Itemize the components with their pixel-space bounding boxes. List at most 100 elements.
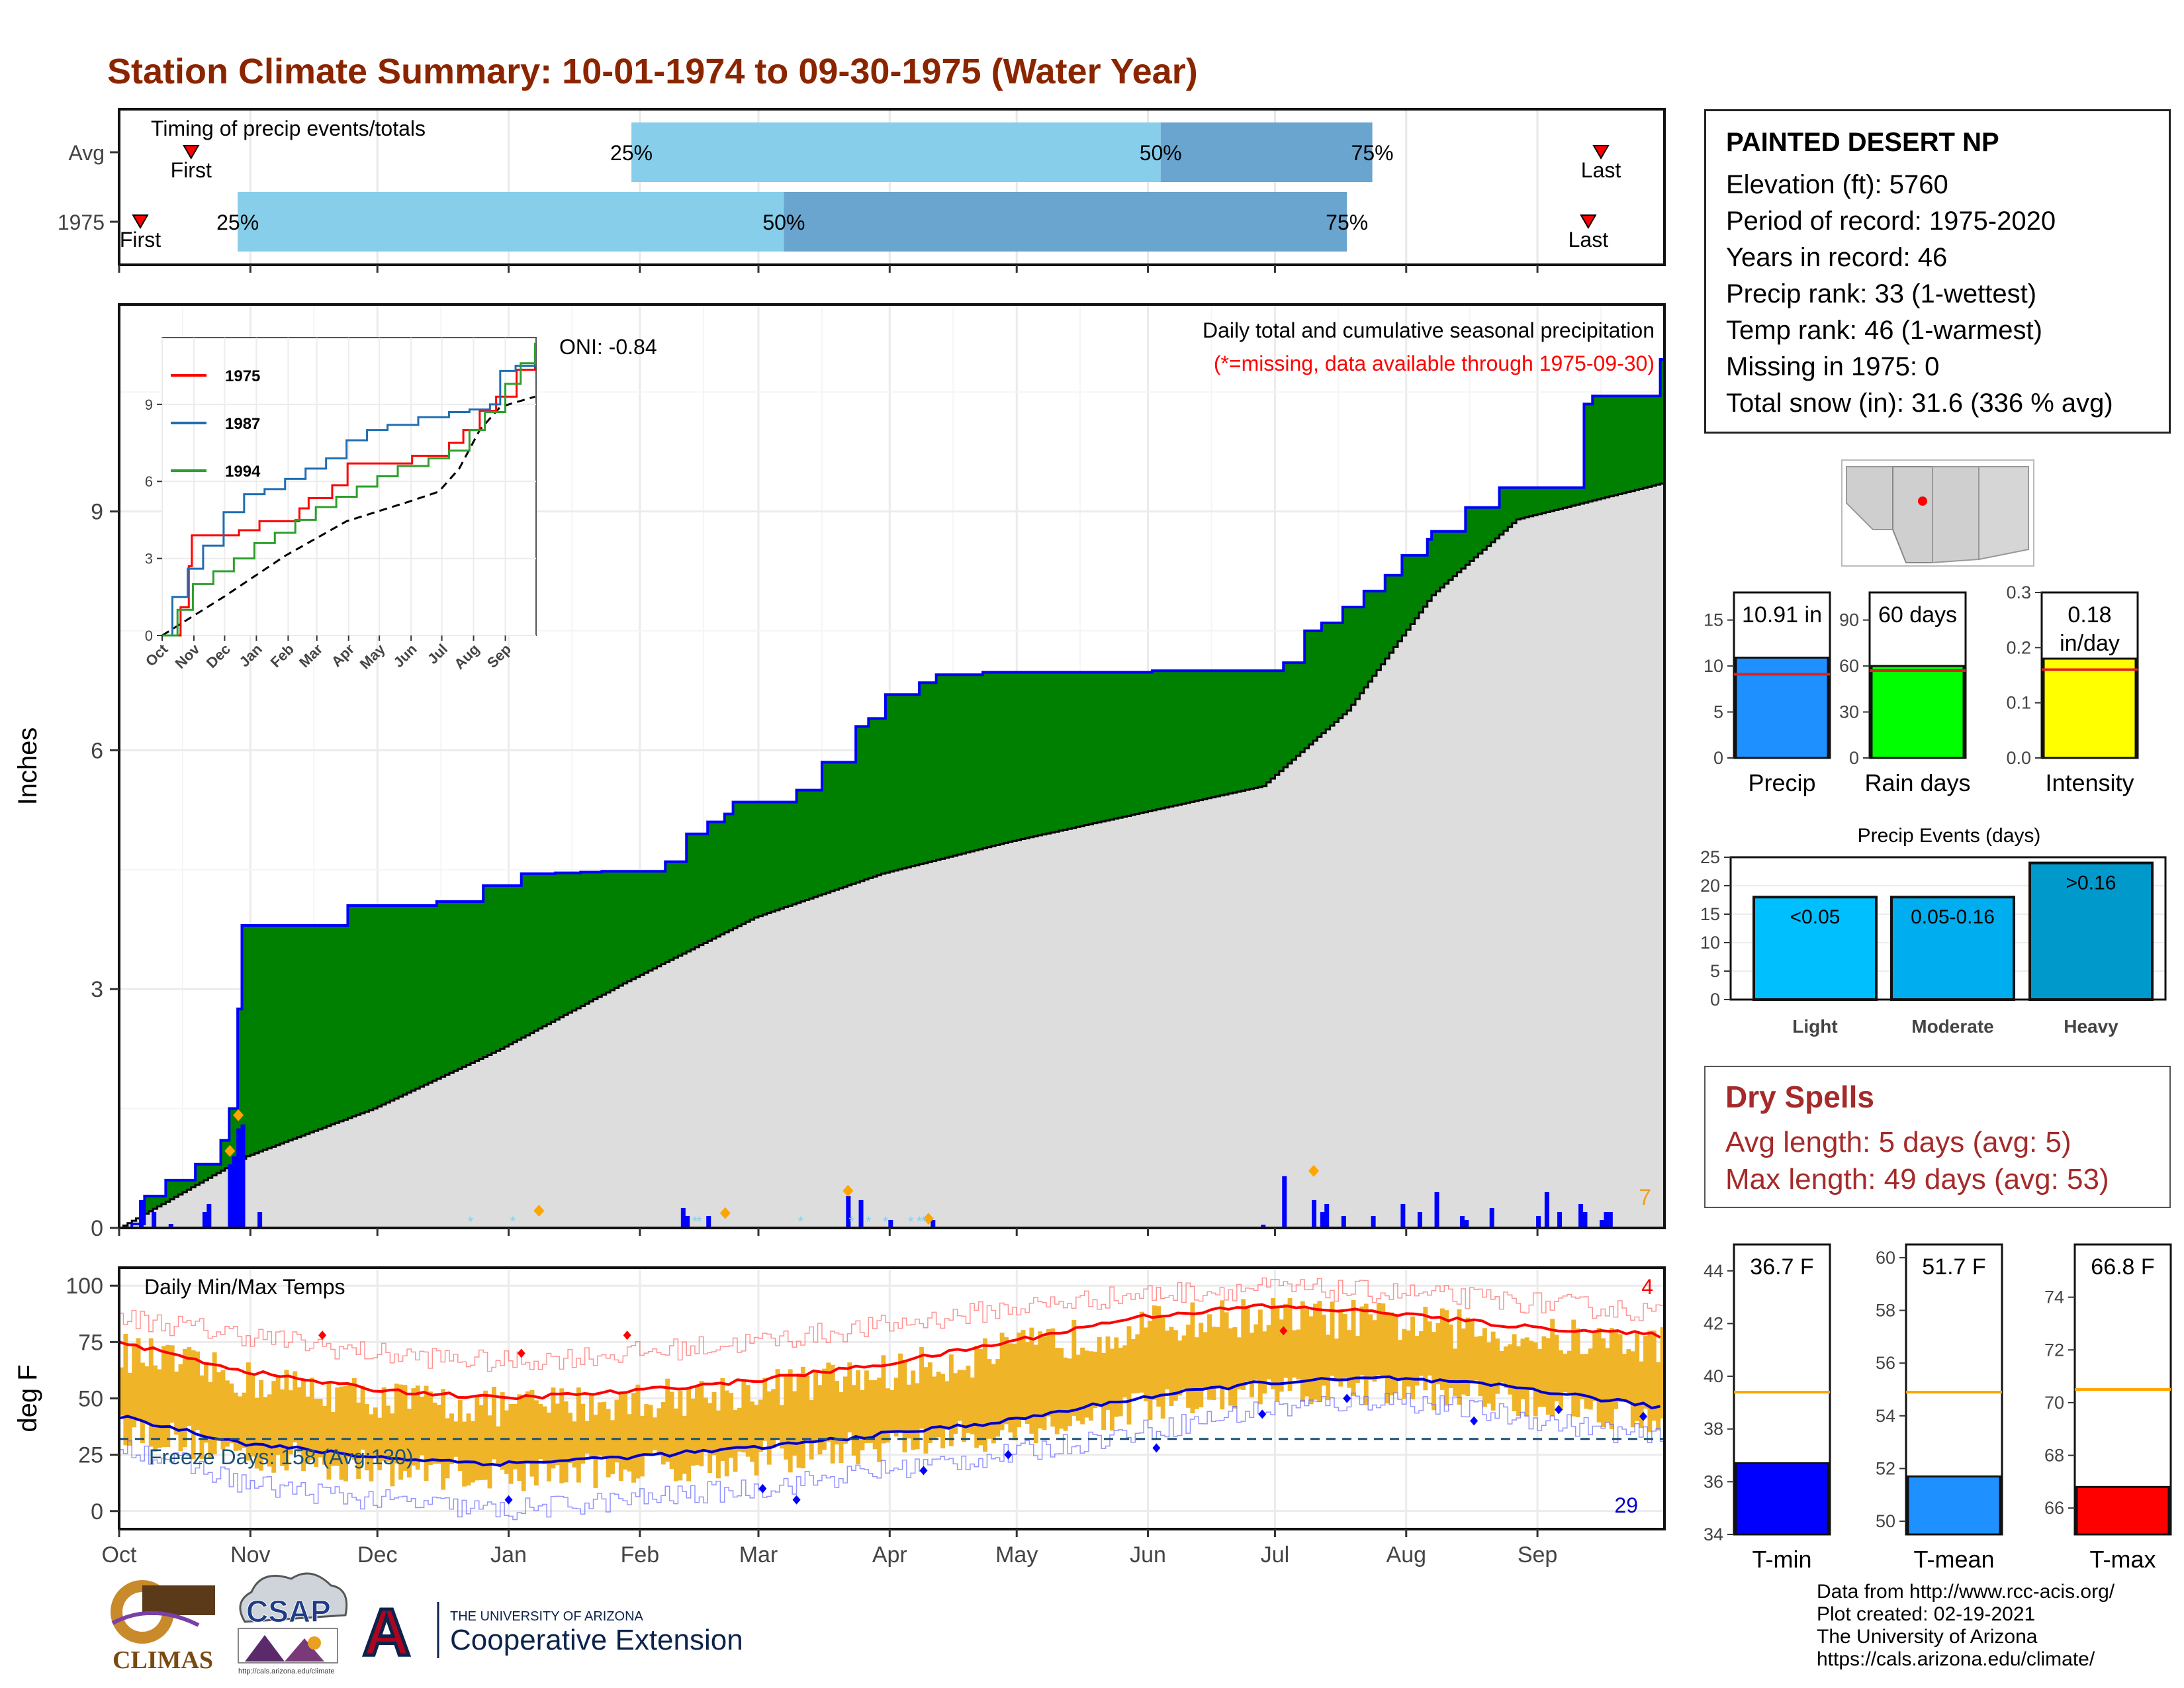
daily-temp-bar (1609, 1328, 1614, 1429)
summary-y-tick-label: 72 (2044, 1340, 2064, 1360)
precip-event-marker (233, 1109, 244, 1121)
daily-temp-bar (1287, 1298, 1293, 1391)
map-state-az (1892, 466, 1933, 563)
station-snow: Total snow (in): 31.6 (336 % avg) (1726, 389, 2113, 418)
timing-first-marker (132, 214, 149, 229)
temp-count-bottom: 29 (1614, 1493, 1638, 1517)
daily-temp-bar (1656, 1362, 1661, 1430)
temp-count-top: 4 (1641, 1275, 1653, 1299)
daily-temp-bar (1567, 1350, 1572, 1393)
daily-temp-bar (839, 1391, 844, 1464)
record-low-marker (504, 1495, 513, 1505)
record-low-marker (1343, 1393, 1351, 1403)
tmin-average-line (118, 1375, 1661, 1467)
daily-temp-bar (665, 1378, 670, 1462)
timing-last-label: Last (1581, 158, 1621, 182)
record-high-marker (623, 1331, 631, 1340)
timing-p25-label: 25% (610, 141, 653, 165)
daily-temp-bar (618, 1391, 623, 1481)
daily-temp-bar (906, 1384, 911, 1439)
daily-temp-bar (1173, 1330, 1178, 1401)
daily-temp-bar (1512, 1334, 1517, 1411)
daily-temp-bar (547, 1412, 552, 1482)
daily-temp-bar (1406, 1330, 1411, 1387)
climas-logo-text: CLIMAS (113, 1646, 213, 1674)
daily-temp-bar (394, 1383, 399, 1464)
daily-temp-bar (944, 1381, 950, 1430)
daily-temp-bar (678, 1390, 683, 1481)
daily-temp-bar (995, 1359, 1001, 1437)
daily-temp-bar (1075, 1354, 1081, 1421)
daily-temp-bar (868, 1380, 874, 1443)
temp-x-tick-label: Feb (621, 1542, 660, 1568)
daily-temp-bar (1461, 1328, 1466, 1395)
daily-temp-bar (902, 1360, 907, 1453)
timing-bar-q2 (631, 122, 1161, 182)
temp-x-tick-label: Jun (1130, 1542, 1166, 1568)
daily-temp-bar (1393, 1315, 1398, 1393)
daily-temp-bar (817, 1385, 823, 1455)
daily-temp-bar (792, 1391, 797, 1456)
dry-spells-avg: Avg length: 5 days (avg: 5) (1725, 1126, 2071, 1158)
summary-category-label: T-min (1752, 1546, 1812, 1573)
summary-category-label: T-max (2089, 1546, 2156, 1573)
daily-temp-bar (1643, 1336, 1648, 1409)
daily-precip-bar (1320, 1211, 1325, 1228)
daily-temp-bar (1418, 1331, 1424, 1376)
daily-temp-bar (1012, 1343, 1017, 1440)
daily-temp-bar (1490, 1331, 1496, 1411)
tmax-average-line (118, 1303, 1661, 1401)
daily-temp-bar (525, 1391, 531, 1464)
daily-temp-bar (1054, 1348, 1060, 1434)
daily-temp-bar (711, 1391, 717, 1456)
cum-y-tick-label: 0 (91, 1216, 103, 1241)
page-title: Station Climate Summary: 10-01-1974 to 0… (107, 52, 1198, 91)
credits: Data from http://www.rcc-acis.org/ Plot … (1817, 1581, 2115, 1671)
inset-x-tick-label: Jun (390, 641, 420, 671)
daily-temp-bar (381, 1387, 387, 1461)
daily-temp-bar (1474, 1336, 1479, 1381)
daily-temp-bar (351, 1378, 357, 1460)
summary-y-tick-label: 68 (2044, 1446, 2064, 1466)
daily-temp-bar (1266, 1325, 1271, 1380)
daily-temp-bar (911, 1370, 916, 1450)
daily-temp-bar (860, 1389, 865, 1451)
daily-temp-bar (1042, 1336, 1047, 1430)
daily-temp-bar (267, 1394, 272, 1467)
events-bar-2 (2028, 861, 2154, 1001)
daily-temp-bar (1423, 1307, 1428, 1391)
summary-y-tick-label: 44 (1704, 1261, 1723, 1281)
daily-temp-bar (893, 1378, 899, 1436)
ua-logo: A THE UNIVERSITY OF ARIZONA Cooperative … (361, 1594, 743, 1671)
daily-temp-bar (1059, 1348, 1064, 1429)
temp-x-tick-label: Jul (1261, 1542, 1289, 1568)
daily-temp-bar (1372, 1320, 1377, 1382)
daily-temp-bar (365, 1404, 369, 1471)
daily-temp-bar (529, 1389, 535, 1477)
missing-marker: * (692, 1213, 698, 1230)
daily-temp-bar (1580, 1354, 1584, 1399)
inset-legend-label: 1987 (225, 415, 260, 433)
daily-temp-bar (356, 1402, 361, 1479)
daily-temp-bar (407, 1409, 412, 1477)
missing-marker: * (848, 1213, 854, 1230)
daily-temp-bar (1482, 1328, 1487, 1407)
daily-temp-bar (1029, 1327, 1034, 1434)
daily-temp-bar (1330, 1301, 1335, 1376)
events-category-label: Moderate (1911, 1016, 1993, 1037)
daily-temp-bar (1097, 1336, 1102, 1405)
csap-logo: CSAP http://cals.arizona.edu/climate (238, 1572, 348, 1675)
events-bar-label: >0.16 (2066, 872, 2116, 894)
temp-title: Daily Min/Max Temps (144, 1275, 345, 1299)
summary-value-label: 10.91 in (1742, 602, 1822, 628)
daily-temp-bar (343, 1385, 348, 1481)
record-high-marker (1279, 1326, 1288, 1336)
daily-precip-bar (1608, 1211, 1613, 1228)
daily-temp-bar (750, 1401, 755, 1462)
daily-temp-bar (318, 1399, 323, 1458)
csap-url: http://cals.arizona.edu/climate (238, 1667, 335, 1675)
summary-value-label: 66.8 F (2091, 1254, 2154, 1280)
summary-y-tick-label: 58 (1876, 1301, 1895, 1321)
daily-temp-bar (1008, 1343, 1013, 1432)
